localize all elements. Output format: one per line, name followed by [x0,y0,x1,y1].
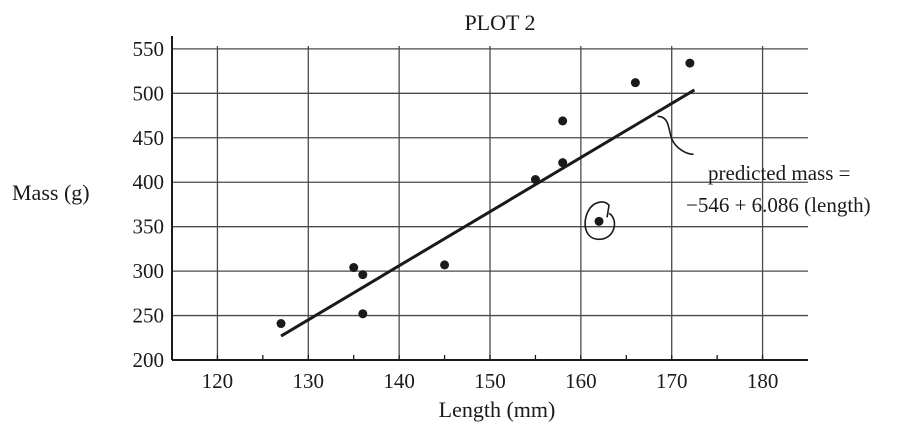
x-tick-label: 180 [747,369,779,393]
data-point [440,260,450,270]
data-point [358,270,368,280]
y-tick-label: 550 [133,37,165,61]
data-point [558,158,568,168]
y-tick-label: 250 [133,304,165,328]
data-point [530,175,540,185]
x-tick-label: 120 [202,369,234,393]
x-tick-label: 150 [474,369,506,393]
hand-drawn-circle [584,201,616,241]
fit-line [280,88,696,338]
fit-equation-line1: predicted mass = [708,161,850,185]
x-tick-label: 170 [656,369,688,393]
data-point [685,58,695,68]
x-axis-label: Length (mm) [439,397,556,422]
axes [171,36,808,361]
y-axis-label: Mass (g) [12,180,90,205]
y-tick-label: 200 [133,348,165,372]
fit-equation-line2: −546 + 6.086 (length) [686,193,871,217]
y-tick-label: 400 [133,170,165,194]
y-tick-label: 350 [133,215,165,239]
grid [172,46,808,360]
data-point [358,309,368,319]
annotation-group [584,115,694,241]
y-tick-label: 450 [133,126,165,150]
fit-line-group [280,88,696,338]
y-tick-label: 500 [133,81,165,105]
x-tick-label: 130 [293,369,325,393]
data-point [276,319,286,329]
tick-labels: 120 130 140 150 160 170 180 200 250 300 350 400 450 5… [133,37,779,393]
data-point [558,116,568,126]
data-point [630,78,640,88]
x-tick-label: 140 [383,369,415,393]
y-tick-label: 300 [133,259,165,283]
chart-title: PLOT 2 [464,10,535,35]
data-points [276,58,695,329]
data-point [349,263,359,273]
x-tick-label: 160 [565,369,597,393]
annotation-leader [657,115,694,156]
data-point [594,216,604,226]
